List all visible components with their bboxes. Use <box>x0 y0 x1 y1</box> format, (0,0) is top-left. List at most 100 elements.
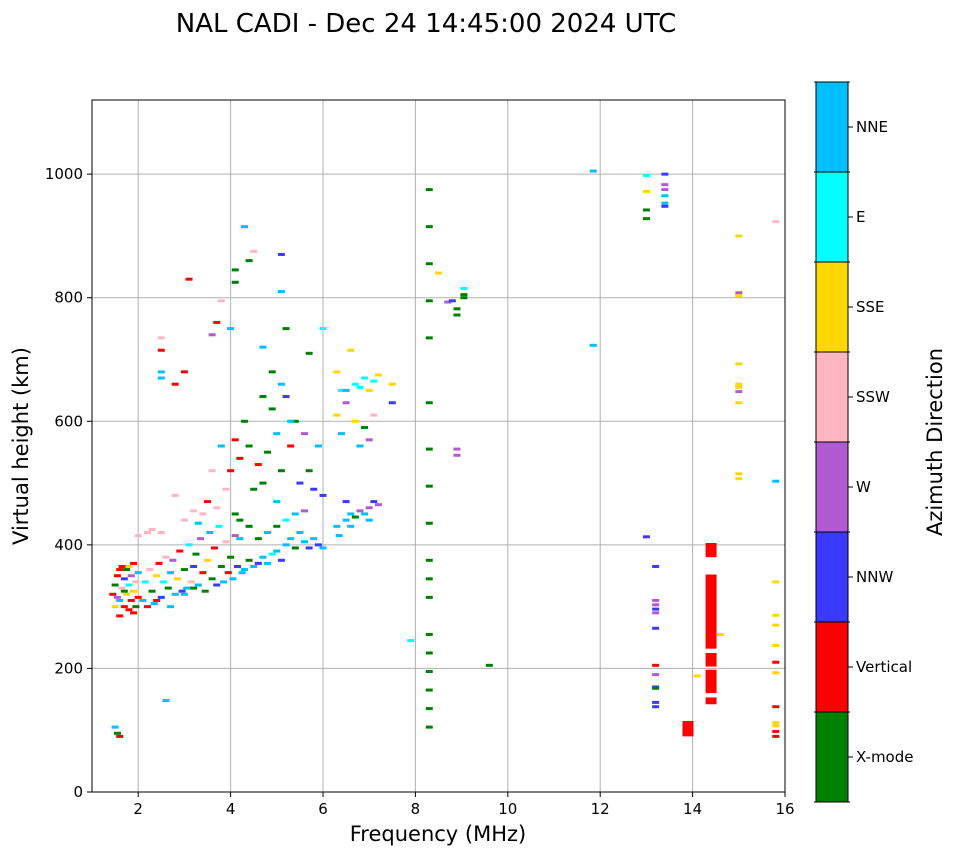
echo-point <box>173 577 181 581</box>
echo-point <box>425 595 433 599</box>
echo-point <box>162 555 170 559</box>
echo-point <box>425 577 433 581</box>
echo-point <box>148 589 156 593</box>
echo-point <box>222 487 230 491</box>
echo-point <box>333 524 341 528</box>
echo-point <box>238 571 246 575</box>
echo-point <box>236 456 244 460</box>
x-tick-label: 16 <box>775 800 794 818</box>
echo-point <box>652 603 660 607</box>
echo-point <box>589 169 597 173</box>
x-tick-label: 2 <box>133 800 143 818</box>
echo-point <box>361 376 369 380</box>
echo-point <box>425 521 433 525</box>
y-axis-label: Virtual height (km) <box>9 347 33 545</box>
echo-point <box>652 598 660 602</box>
echo-point <box>661 188 669 192</box>
echo-point <box>351 515 359 519</box>
colorbar-tick-label: NNE <box>856 118 888 136</box>
colorbar-tick-label: X-mode <box>856 748 913 766</box>
echo-point <box>116 614 124 618</box>
echo-point <box>460 286 468 290</box>
echo-point <box>217 299 225 303</box>
echo-point <box>693 674 701 678</box>
echo-point <box>652 663 660 667</box>
echo-point <box>250 564 258 568</box>
echo-point <box>185 277 193 281</box>
echo-point <box>661 172 669 176</box>
echo-point <box>220 580 228 584</box>
echo-point <box>453 453 461 457</box>
echo-point <box>162 699 170 703</box>
x-axis: 2 4 6 8 10 12 14 16 <box>133 792 795 818</box>
echo-point <box>342 518 350 522</box>
echo-point <box>361 512 369 516</box>
echo-point <box>291 419 299 423</box>
echo-point <box>116 598 124 602</box>
colorbar-segment <box>816 712 848 802</box>
echo-point <box>250 487 258 491</box>
echo-point <box>109 592 117 596</box>
echo-point <box>661 194 669 198</box>
echo-point <box>254 561 262 565</box>
echo-point <box>282 518 290 522</box>
echo-point <box>150 602 158 606</box>
echo-point <box>146 568 154 572</box>
echo-point <box>652 611 660 615</box>
echo-point <box>240 225 248 229</box>
echo-point <box>314 543 322 547</box>
colorbar-segment <box>816 352 848 442</box>
echo-point <box>277 469 285 473</box>
echo-point <box>361 425 369 429</box>
echo-point <box>167 571 175 575</box>
echo-point <box>425 651 433 655</box>
colorbar-frame <box>815 81 849 803</box>
echo-point <box>234 564 242 568</box>
echo-point <box>388 401 396 405</box>
echo-point <box>245 558 253 562</box>
echo-point <box>370 379 378 383</box>
echo-point <box>268 407 276 411</box>
echo-point <box>425 299 433 303</box>
colorbar-segment <box>816 442 848 532</box>
echo-point <box>772 644 780 648</box>
echo-point <box>206 531 214 534</box>
echo-point <box>199 512 207 516</box>
echo-point <box>155 561 163 565</box>
echo-point <box>425 725 433 729</box>
echo-point <box>236 518 244 522</box>
echo-point <box>157 348 165 352</box>
echo-point <box>273 432 281 436</box>
echo-point <box>176 549 184 553</box>
echo-point <box>642 208 650 212</box>
echo-point <box>365 506 373 510</box>
echo-point <box>337 432 345 436</box>
echo-point <box>425 558 433 562</box>
echo-point <box>208 469 216 473</box>
echo-point <box>259 345 267 349</box>
echo-point <box>141 580 149 584</box>
echo-point <box>273 524 281 528</box>
echo-point <box>735 385 743 389</box>
echo-point <box>356 444 364 448</box>
echo-point <box>167 605 175 609</box>
echo-point <box>180 592 188 596</box>
echo-point <box>772 721 780 725</box>
echo-point <box>199 571 207 575</box>
echo-point <box>342 401 350 405</box>
echo-point <box>291 512 299 516</box>
echo-point <box>772 729 780 733</box>
echo-point <box>282 395 290 399</box>
echo-point <box>277 290 285 294</box>
echo-bar <box>705 574 717 649</box>
echo-point <box>213 320 221 324</box>
echo-point <box>652 607 660 611</box>
echo-point <box>772 671 780 675</box>
echo-point <box>245 259 253 263</box>
echo-point <box>642 173 650 177</box>
echo-point <box>425 632 433 636</box>
echo-point <box>213 583 221 587</box>
echo-point <box>120 577 128 581</box>
echo-point <box>282 327 290 331</box>
echo-point <box>264 531 272 534</box>
